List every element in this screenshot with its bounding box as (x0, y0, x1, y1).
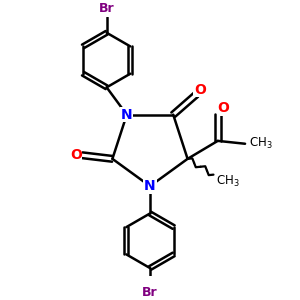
Text: N: N (144, 179, 156, 193)
Text: Br: Br (99, 2, 115, 15)
Text: O: O (70, 148, 82, 162)
Text: Br: Br (142, 286, 158, 299)
Text: N: N (144, 179, 156, 193)
Text: N: N (121, 108, 133, 122)
Text: CH$_3$: CH$_3$ (249, 136, 272, 151)
Text: N: N (121, 108, 133, 122)
Text: CH$_3$: CH$_3$ (216, 174, 240, 189)
Text: O: O (194, 82, 206, 97)
Text: O: O (218, 101, 230, 115)
